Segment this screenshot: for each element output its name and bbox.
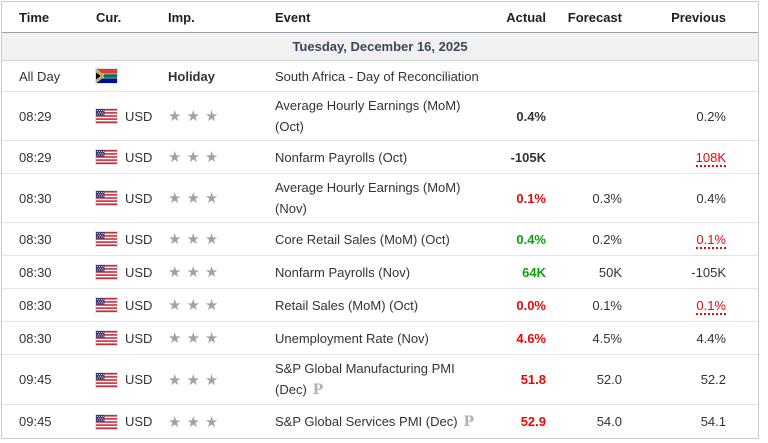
united-states-flag-icon [96,150,117,164]
previous-value: 0.2% [696,108,726,124]
currency-code: USD [125,297,153,313]
event-row[interactable]: 08:29 USD [2,141,758,174]
united-states-flag-icon [96,265,117,279]
importance-stars-icon: ★★★ [168,371,224,389]
currency-code: USD [125,190,153,206]
event-time: 08:29 [19,108,52,124]
column-header-time: Time [19,9,50,25]
currency-code: USD [125,330,153,346]
previous-value: 52.2 [700,372,726,387]
holiday-badge: Holiday [168,68,215,84]
holiday-row[interactable]: All Day Holiday South Africa - Day of Re… [2,61,758,92]
column-header-actual: Actual [506,9,546,25]
actual-value: 0.0% [516,297,546,313]
actual-value: -105K [510,149,546,165]
united-states-flag-icon [96,372,117,387]
forecast-value: 0.2% [592,231,622,247]
event-row[interactable]: 08:29 USD [2,92,758,141]
event-rows: 08:29 USD [2,92,758,438]
currency-code: USD [125,414,153,429]
importance-stars-icon: ★★★ [168,231,224,248]
event-row[interactable]: 09:45 USD [2,405,758,438]
holiday-event-name[interactable]: South Africa - Day of Reconciliation [275,68,479,84]
previous-value: 0.1% [696,231,726,249]
event-name[interactable]: Nonfarm Payrolls (Oct) [275,149,408,165]
actual-value: 0.4% [516,108,546,124]
column-header-event: Event [275,9,311,25]
importance-stars-icon: ★★★ [168,108,224,125]
south-africa-flag-icon [95,69,117,83]
importance-stars-icon: ★★★ [168,413,224,431]
event-row[interactable]: 08:30 USD [2,174,758,223]
actual-value: 4.6% [516,330,546,346]
importance-stars-icon: ★★★ [168,190,224,207]
forecast-value: 50K [598,264,622,280]
event-time: 08:30 [19,190,52,206]
united-states-flag-icon [96,414,117,429]
previous-value: 108K [695,149,726,167]
event-row[interactable]: 08:30 USD [2,322,758,355]
event-name[interactable]: S&P Global Services PMI (Dec) [275,413,458,429]
event-time: 08:30 [19,264,52,280]
importance-stars-icon: ★★★ [168,330,224,347]
event-time: 08:30 [19,297,52,313]
united-states-flag-icon [96,331,117,345]
importance-stars-icon: ★★★ [168,264,224,281]
column-header-importance: Imp. [168,9,195,25]
preliminary-icon: P [463,413,475,430]
currency-code: USD [125,264,153,280]
event-row[interactable]: 08:30 USD [2,289,758,322]
event-time: 08:30 [19,231,52,247]
event-row[interactable]: 09:45 USD [2,355,758,405]
actual-value: 0.1% [516,190,546,206]
forecast-value: 0.3% [592,190,622,206]
importance-stars-icon: ★★★ [168,297,224,314]
previous-value: 54.1 [700,414,726,429]
event-time: 08:29 [19,149,52,165]
united-states-flag-icon [96,232,117,246]
event-name[interactable]: S&P Global Manufacturing PMI (Dec) [275,361,455,397]
event-name[interactable]: Nonfarm Payrolls (Nov) [275,264,411,280]
forecast-value: 4.5% [592,330,622,346]
actual-value: 51.8 [520,372,546,387]
event-row[interactable]: 08:30 USD [2,256,758,289]
column-header-forecast: Forecast [567,9,622,25]
event-name[interactable]: Retail Sales (MoM) (Oct) [275,297,419,313]
column-header-currency: Cur. [96,9,122,25]
date-separator-row: Tuesday, December 16, 2025 [2,32,758,61]
actual-value: 0.4% [516,231,546,247]
event-time: 09:45 [19,414,52,429]
currency-code: USD [125,108,153,124]
currency-code: USD [125,149,153,165]
actual-value: 64K [522,264,546,280]
currency-code: USD [125,231,153,247]
table-header-row: Time Cur. Imp. Event Actual Forecast Pre… [2,2,758,32]
united-states-flag-icon [96,298,117,312]
event-row[interactable]: 08:30 USD [2,223,758,256]
forecast-value: 52.0 [596,372,622,387]
forecast-value: 0.1% [592,297,622,313]
currency-code: USD [125,372,153,387]
united-states-flag-icon [96,109,117,123]
actual-value: 52.9 [520,414,546,429]
previous-value: -105K [691,264,726,280]
event-time: 08:30 [19,330,52,346]
previous-value: 0.4% [696,190,726,206]
event-name[interactable]: Unemployment Rate (Nov) [275,330,429,346]
event-name[interactable]: Average Hourly Earnings (MoM) (Nov) [275,180,461,216]
event-name[interactable]: Average Hourly Earnings (MoM) (Oct) [275,98,461,134]
holiday-time: All Day [19,68,61,84]
united-states-flag-icon [96,191,117,205]
previous-value: 0.1% [696,297,726,315]
event-time: 09:45 [19,372,52,387]
preliminary-icon: P [312,382,324,398]
economic-calendar-table: Time Cur. Imp. Event Actual Forecast Pre… [1,1,759,439]
importance-stars-icon: ★★★ [168,149,224,166]
column-header-previous: Previous [671,9,726,25]
forecast-value: 54.0 [596,414,622,429]
previous-value: 4.4% [696,330,726,346]
event-name[interactable]: Core Retail Sales (MoM) (Oct) [275,231,450,247]
